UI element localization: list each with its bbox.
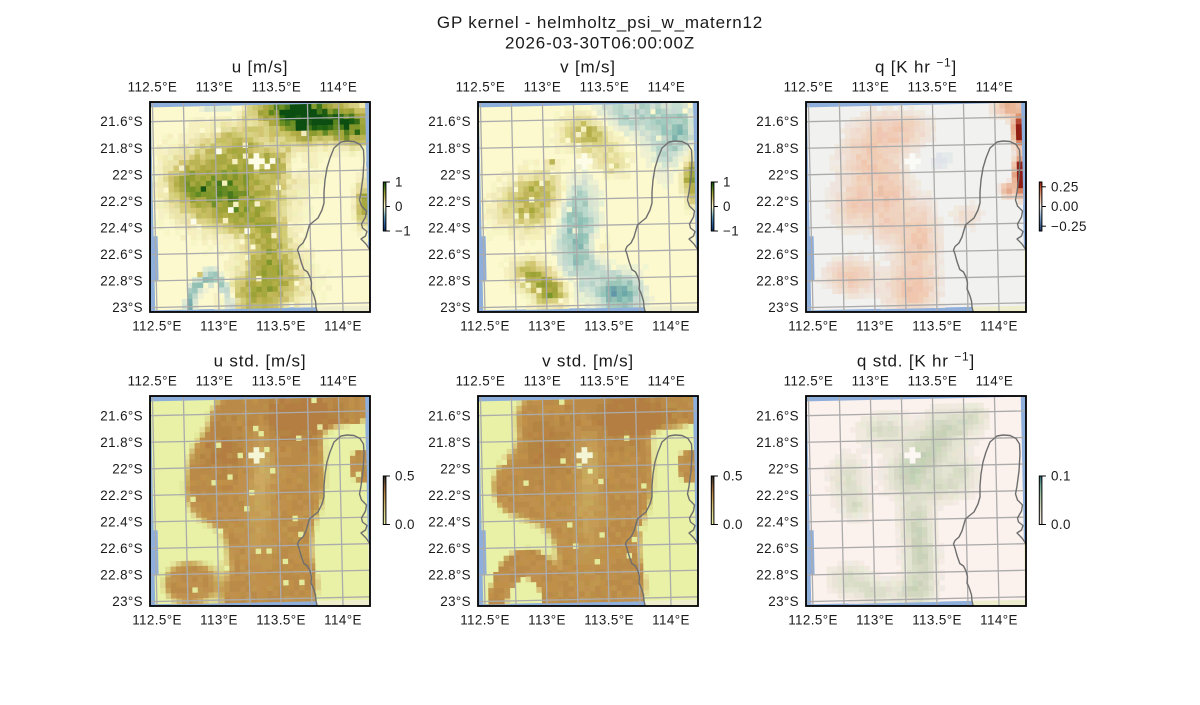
svg-text:114°E: 114°E	[652, 319, 690, 334]
svg-text:22.6°S: 22.6°S	[756, 247, 799, 262]
svg-text:22.6°S: 22.6°S	[428, 541, 471, 556]
svg-text:112.5°E: 112.5°E	[132, 319, 182, 334]
svg-text:113°E: 113°E	[200, 319, 238, 334]
svg-text:22.8°S: 22.8°S	[428, 568, 471, 583]
svg-text:22.6°S: 22.6°S	[428, 247, 471, 262]
svg-text:114°E: 114°E	[320, 374, 358, 389]
svg-text:22.8°S: 22.8°S	[756, 274, 799, 289]
svg-text:113°E: 113°E	[528, 613, 566, 628]
svg-text:113°E: 113°E	[196, 374, 234, 389]
svg-text:113.5°E: 113.5°E	[908, 80, 958, 95]
svg-text:113°E: 113°E	[524, 374, 562, 389]
svg-text:22°S: 22°S	[440, 461, 471, 476]
svg-text:22.4°S: 22.4°S	[100, 515, 143, 530]
svg-text:113.5°E: 113.5°E	[912, 319, 962, 334]
svg-text:23°S: 23°S	[112, 594, 143, 609]
svg-text:22.2°S: 22.2°S	[428, 194, 471, 209]
svg-text:22.4°S: 22.4°S	[756, 220, 799, 235]
svg-text:113.5°E: 113.5°E	[580, 374, 630, 389]
svg-text:21.6°S: 21.6°S	[100, 114, 143, 129]
svg-text:23°S: 23°S	[768, 300, 799, 315]
svg-text:23°S: 23°S	[440, 300, 471, 315]
svg-text:113.5°E: 113.5°E	[584, 319, 634, 334]
svg-text:113.5°E: 113.5°E	[584, 613, 634, 628]
svg-text:112.5°E: 112.5°E	[456, 374, 506, 389]
svg-text:113°E: 113°E	[528, 319, 566, 334]
svg-text:113.5°E: 113.5°E	[252, 374, 302, 389]
svg-text:114°E: 114°E	[320, 80, 358, 95]
svg-text:112.5°E: 112.5°E	[460, 319, 510, 334]
svg-text:21.6°S: 21.6°S	[756, 114, 799, 129]
svg-text:113°E: 113°E	[856, 319, 894, 334]
svg-text:21.8°S: 21.8°S	[100, 435, 143, 450]
svg-text:22°S: 22°S	[440, 167, 471, 182]
svg-text:112.5°E: 112.5°E	[456, 80, 506, 95]
svg-text:22.8°S: 22.8°S	[100, 274, 143, 289]
svg-text:113°E: 113°E	[524, 80, 562, 95]
svg-text:114°E: 114°E	[324, 613, 362, 628]
svg-text:112.5°E: 112.5°E	[784, 80, 834, 95]
svg-text:112.5°E: 112.5°E	[128, 374, 178, 389]
svg-text:22.8°S: 22.8°S	[100, 568, 143, 583]
svg-text:112.5°E: 112.5°E	[788, 319, 838, 334]
svg-text:22.2°S: 22.2°S	[100, 194, 143, 209]
svg-text:21.6°S: 21.6°S	[428, 114, 471, 129]
svg-text:22.4°S: 22.4°S	[428, 220, 471, 235]
svg-text:21.8°S: 21.8°S	[756, 141, 799, 156]
svg-text:21.6°S: 21.6°S	[100, 408, 143, 423]
svg-text:22.6°S: 22.6°S	[100, 541, 143, 556]
svg-text:21.8°S: 21.8°S	[428, 435, 471, 450]
svg-text:22.2°S: 22.2°S	[428, 488, 471, 503]
svg-text:23°S: 23°S	[440, 594, 471, 609]
svg-text:21.8°S: 21.8°S	[100, 141, 143, 156]
svg-text:113°E: 113°E	[200, 613, 238, 628]
svg-text:114°E: 114°E	[324, 319, 362, 334]
svg-text:114°E: 114°E	[976, 80, 1014, 95]
svg-text:22.8°S: 22.8°S	[428, 274, 471, 289]
svg-text:22°S: 22°S	[112, 461, 143, 476]
svg-text:112.5°E: 112.5°E	[128, 80, 178, 95]
svg-text:21.8°S: 21.8°S	[428, 141, 471, 156]
svg-text:114°E: 114°E	[652, 613, 690, 628]
svg-text:114°E: 114°E	[648, 374, 686, 389]
svg-text:113.5°E: 113.5°E	[580, 80, 630, 95]
svg-text:22°S: 22°S	[768, 167, 799, 182]
svg-text:112.5°E: 112.5°E	[132, 613, 182, 628]
svg-text:113.5°E: 113.5°E	[256, 319, 306, 334]
svg-text:22.4°S: 22.4°S	[428, 515, 471, 530]
svg-text:113°E: 113°E	[852, 80, 890, 95]
svg-text:22°S: 22°S	[112, 167, 143, 182]
svg-text:114°E: 114°E	[648, 80, 686, 95]
svg-text:22.2°S: 22.2°S	[100, 488, 143, 503]
svg-text:114°E: 114°E	[980, 319, 1018, 334]
svg-text:112.5°E: 112.5°E	[460, 613, 510, 628]
svg-text:113.5°E: 113.5°E	[256, 613, 306, 628]
svg-text:22.4°S: 22.4°S	[100, 220, 143, 235]
svg-text:23°S: 23°S	[112, 300, 143, 315]
svg-text:113.5°E: 113.5°E	[252, 80, 302, 95]
svg-text:113°E: 113°E	[196, 80, 234, 95]
svg-text:22.2°S: 22.2°S	[756, 194, 799, 209]
svg-text:21.6°S: 21.6°S	[428, 408, 471, 423]
svg-text:22.6°S: 22.6°S	[100, 247, 143, 262]
